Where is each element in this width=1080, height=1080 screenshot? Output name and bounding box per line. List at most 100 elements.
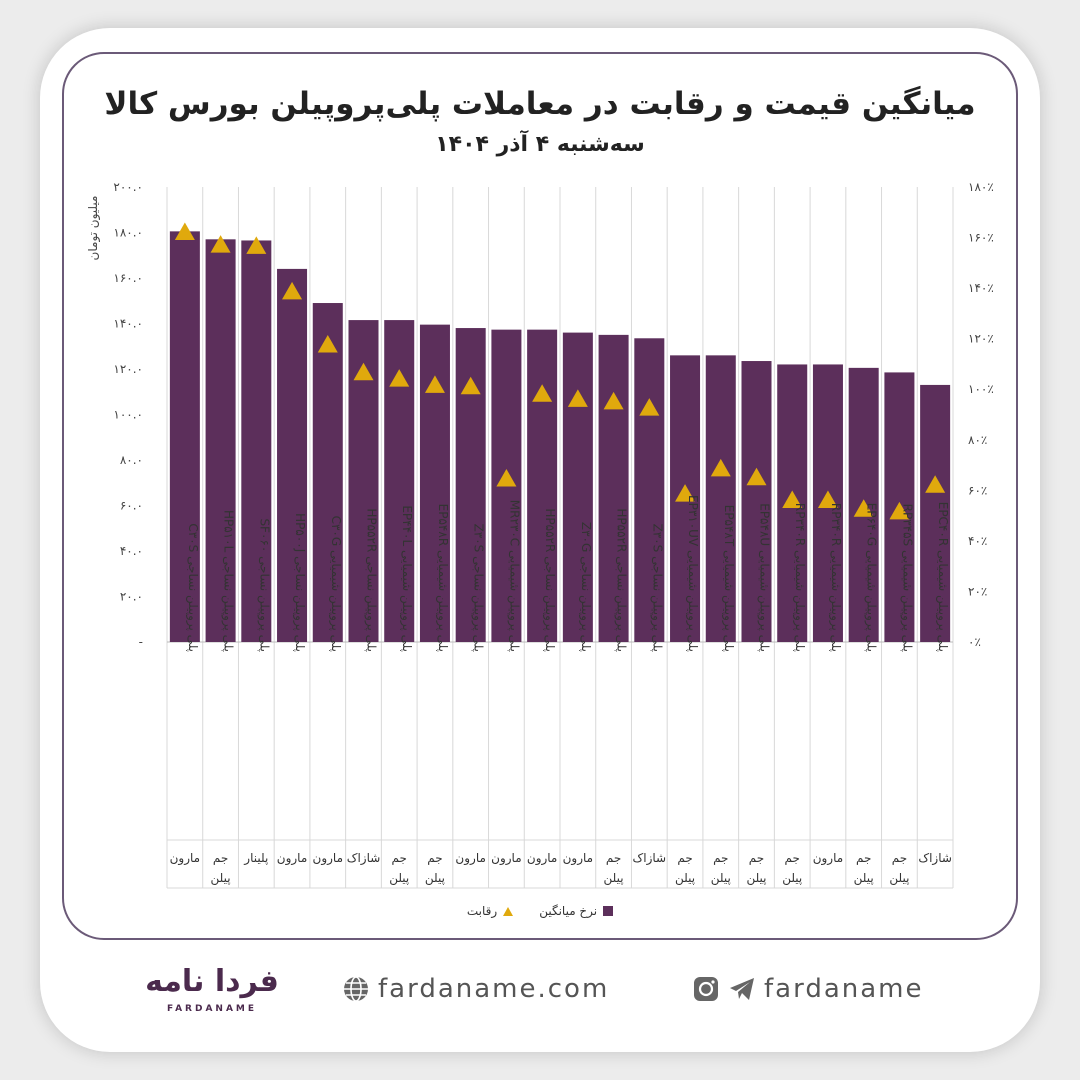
competition-marker (603, 391, 624, 410)
legend-swatch-triangle (503, 906, 514, 916)
category-label: پلی پروپیلن شیمیایی EP۵۴۸U (757, 503, 772, 652)
group-label: مارون (491, 851, 522, 866)
y-tick-label: ۲۰۰.۰ (113, 180, 143, 194)
competition-marker (424, 375, 445, 393)
group-label: مارون (813, 851, 844, 866)
group-label: پیلن (711, 871, 731, 886)
category-label: پلی پروپیلن نساجی Z۳۰S (649, 524, 664, 652)
y-tick-label: ۱۶۰.۰ (113, 271, 143, 285)
competition-marker (853, 499, 874, 517)
category-label: پلی پروپیلن نساجی Z۳۰G (578, 522, 593, 652)
competition-marker (925, 475, 946, 493)
competition-marker (710, 458, 731, 477)
group-label: شازاک (633, 851, 667, 866)
legend-swatch-square (603, 906, 614, 916)
competition-marker (532, 384, 553, 402)
category-label: پلی پروپیلن نساجی HP۵۵۲R (542, 508, 557, 652)
group-label: مارون (277, 851, 308, 866)
bar (634, 338, 665, 642)
logo-subtext: FARDANAME (166, 1004, 258, 1014)
competition-marker (889, 501, 910, 520)
bar (241, 240, 272, 642)
group-label: پلینار (243, 851, 268, 866)
group-label: شازاک (918, 851, 952, 866)
category-label: پلی پروپیلن نساجی HP۵۱۰L (221, 510, 236, 652)
category-label: پلی پروپیلن شیمیایی EP۴۴۰L (399, 505, 414, 652)
legend-item-competition: رقابت (466, 904, 514, 918)
group-label: جم (677, 851, 692, 865)
bar (598, 334, 629, 642)
legend-label: رقابت (466, 904, 498, 918)
group-label: پیلن (889, 871, 909, 886)
social-links[interactable]: fardaname (692, 974, 924, 1004)
y2-tick-label: ۸۰٪ (968, 433, 987, 447)
y-tick-label: ۱۴۰.۰ (113, 317, 143, 331)
category-label: پلی پروپیلن نساجی C۳۰S (185, 523, 200, 652)
category-label: پلی پروپیلن شیمیایی RP۳۴۵S (899, 504, 914, 652)
group-label: جم (213, 851, 228, 865)
bar (205, 239, 236, 642)
category-label: پلی پروپیلن شیمیایی EP۵۴۸T (721, 505, 736, 652)
bar (920, 384, 951, 642)
telegram-icon[interactable] (728, 975, 756, 1003)
competition-marker (282, 281, 303, 300)
group-label: مارون (170, 851, 201, 866)
category-label: پلی پروپیلن شیمیایی EP۶۴۰G (864, 503, 879, 652)
y-tick-label: - (139, 635, 143, 649)
y-tick-label: ۱۲۰.۰ (113, 362, 143, 376)
group-label: پیلن (675, 871, 695, 886)
group-label: مارون (313, 851, 344, 866)
bar (527, 329, 558, 642)
website-link[interactable]: fardaname.com (342, 974, 609, 1004)
category-label: پلی پروپیلن شیمیایی EP۳۱۰UV (685, 495, 700, 652)
competition-marker (639, 398, 660, 416)
category-label: پلی پروپیلن نساجی HP۵۵۲R (364, 508, 379, 652)
y-axis-label: میلیون تومان (86, 196, 101, 261)
group-label: پیلن (389, 871, 409, 886)
competition-marker (496, 468, 517, 487)
y2-tick-label: ۴۰٪ (968, 534, 987, 548)
y2-tick-label: ۶۰٪ (968, 483, 987, 497)
category-label: پلی پروپیلن شیمیایی EPC۴۰R (935, 502, 950, 652)
instagram-icon[interactable] (692, 975, 720, 1003)
competition-marker (675, 484, 696, 502)
y2-tick-label: ۲۰٪ (968, 584, 987, 598)
group-label: پیلن (425, 871, 445, 886)
group-label: مارون (527, 851, 558, 866)
brand-logo[interactable]: فردا نامه FARDANAME (132, 960, 292, 1020)
y2-tick-label: ۰٪ (968, 635, 981, 649)
website-text: fardaname.com (378, 974, 610, 1004)
group-label: پیلن (854, 871, 874, 886)
bar (741, 361, 772, 642)
competition-marker (317, 334, 338, 353)
competition-marker (817, 490, 838, 508)
group-label: مارون (563, 851, 594, 866)
category-label: پلی پروپیلن شیمیایی EP۵۴۸R (435, 504, 450, 652)
category-label: پلی پروپیلن شیمیایی RP۳۴۰R (792, 503, 807, 652)
footer: فردا نامه FARDANAME fardaname.com fardan… (62, 948, 1018, 1028)
y-tick-label: ۴۰.۰ (120, 544, 143, 558)
group-label: پیلن (211, 871, 231, 886)
logo-text: فردا نامه (145, 964, 279, 999)
group-label: پیلن (604, 871, 624, 886)
competition-marker (746, 467, 767, 486)
category-label: پلی پروپیلن شیمیایی C۳۰G (328, 516, 343, 652)
competition-marker (567, 389, 588, 407)
group-label: جم (749, 851, 764, 865)
competition-marker (782, 490, 803, 508)
bar (562, 332, 593, 642)
bar (705, 355, 736, 642)
group-label: جم (892, 851, 907, 865)
y2-tick-label: ۱۶۰٪ (968, 231, 994, 245)
category-label: پلی پروپیلن نساجی HP۵۰۰J (292, 513, 307, 652)
competition-marker (389, 369, 410, 387)
chart-title: میانگین قیمت و رقابت در معاملات پلی‌پروپ… (104, 86, 976, 122)
competition-marker (174, 222, 195, 240)
social-handle: fardaname (764, 974, 924, 1004)
group-label: جم (785, 851, 800, 865)
legend: نرخ میانگین رقابت (380, 900, 700, 922)
y2-tick-label: ۱۴۰٪ (968, 281, 994, 295)
bar (277, 268, 308, 642)
bar (312, 303, 343, 642)
